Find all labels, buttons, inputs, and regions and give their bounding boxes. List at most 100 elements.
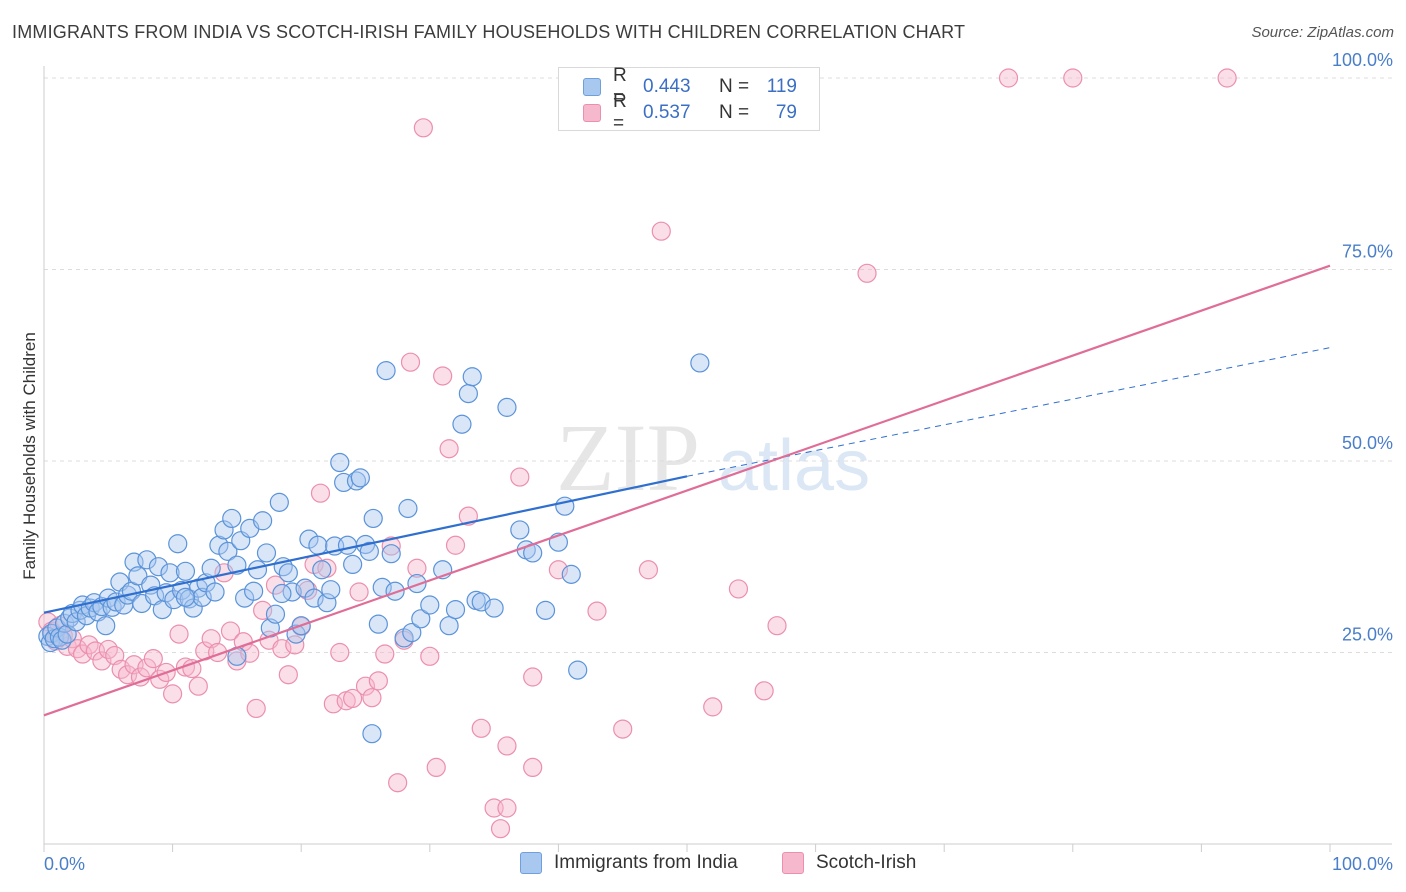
- data-point: [439, 439, 459, 459]
- legend-r-value: 0.537: [643, 102, 691, 123]
- data-point: [168, 534, 188, 554]
- data-point: [304, 588, 324, 608]
- data-point: [857, 263, 877, 283]
- data-point: [535, 600, 556, 620]
- data-point: [510, 467, 530, 487]
- series-legend-india: Immigrants from India: [520, 852, 738, 874]
- data-point: [192, 587, 212, 607]
- data-point: [728, 579, 749, 599]
- data-point: [523, 667, 543, 687]
- watermark-atlas: atlas: [718, 426, 870, 506]
- data-point: [66, 612, 86, 632]
- legend-r-value: 0.443: [643, 76, 691, 97]
- watermark-zip: ZIP: [556, 404, 700, 511]
- series-label-india: Immigrants from India: [554, 852, 738, 873]
- data-point: [272, 583, 292, 604]
- data-point: [400, 352, 421, 372]
- data-point: [282, 582, 302, 602]
- data-point: [484, 598, 504, 618]
- legend-r-label: R =: [613, 91, 627, 134]
- data-point: [445, 535, 466, 555]
- data-point: [1217, 68, 1237, 88]
- data-point: [343, 554, 363, 575]
- data-point: [363, 508, 383, 529]
- series-swatch-india: [520, 852, 542, 874]
- scotch-irish-points: [38, 68, 1237, 839]
- data-point: [426, 757, 446, 778]
- data-point: [767, 616, 787, 636]
- data-point: [497, 397, 517, 417]
- data-point: [148, 557, 169, 577]
- data-point: [355, 676, 376, 696]
- data-point: [458, 383, 478, 404]
- data-point: [160, 563, 180, 583]
- data-point: [411, 609, 431, 629]
- data-point: [703, 697, 723, 717]
- data-point: [362, 688, 382, 708]
- data-point: [651, 221, 671, 241]
- data-point: [256, 543, 277, 563]
- data-point: [402, 622, 422, 643]
- data-point: [690, 353, 710, 373]
- watermark: ZIP atlas: [556, 404, 870, 511]
- data-point: [218, 541, 238, 561]
- data-point: [568, 660, 588, 680]
- data-point: [368, 614, 388, 634]
- data-point: [613, 719, 633, 739]
- data-point: [497, 798, 517, 818]
- series-legend-scotch-irish: Scotch-Irish: [782, 852, 916, 874]
- data-point: [398, 498, 418, 519]
- data-point: [227, 555, 247, 575]
- data-point: [462, 367, 482, 387]
- data-point: [439, 616, 459, 636]
- data-point: [343, 688, 363, 709]
- y-tick-label: 100.0%: [1332, 50, 1393, 70]
- data-point: [1063, 68, 1083, 88]
- data-point: [388, 773, 408, 793]
- data-point: [278, 563, 298, 583]
- legend-swatch-india: [583, 78, 601, 96]
- source-label: Source: ZipAtlas.com: [1251, 24, 1394, 41]
- legend-r-label: R =: [613, 65, 627, 108]
- data-point: [413, 118, 433, 138]
- data-point: [269, 492, 289, 512]
- data-point: [137, 550, 157, 570]
- y-tick-label: 25.0%: [1342, 625, 1393, 645]
- data-point: [312, 560, 332, 580]
- data-point: [407, 558, 427, 578]
- y-tick-label: 50.0%: [1342, 433, 1393, 453]
- data-point: [445, 600, 466, 620]
- chart-title: IMMIGRANTS FROM INDIA VS SCOTCH-IRISH FA…: [12, 22, 966, 42]
- data-point: [433, 366, 453, 386]
- data-point: [175, 561, 196, 581]
- data-point: [349, 582, 369, 602]
- data-point: [278, 665, 298, 685]
- data-point: [376, 361, 396, 381]
- data-point: [92, 651, 112, 671]
- data-point: [188, 676, 208, 696]
- data-point: [308, 535, 328, 555]
- data-point: [362, 724, 382, 744]
- stats-legend: R = 0.443 N = 119 R = 0.537 N = 79: [558, 65, 820, 134]
- data-point: [587, 601, 607, 621]
- data-point: [337, 535, 358, 555]
- data-point: [381, 536, 401, 556]
- x-tick-label: 100.0%: [1332, 854, 1393, 874]
- data-point: [471, 718, 491, 738]
- data-point: [359, 541, 379, 561]
- data-point: [265, 604, 286, 624]
- data-point: [244, 581, 264, 601]
- tick-labels: 25.0% 50.0% 75.0% 100.0% 0.0% 100.0%: [44, 50, 1393, 874]
- data-point: [497, 736, 517, 756]
- data-point: [111, 659, 131, 679]
- data-point: [510, 520, 530, 540]
- trend-line-scotch-irish: [43, 264, 1331, 717]
- data-point: [330, 642, 350, 663]
- data-point: [561, 564, 581, 584]
- data-point: [52, 630, 72, 650]
- data-point: [169, 624, 189, 644]
- data-point: [214, 520, 234, 540]
- data-point: [452, 414, 472, 434]
- data-point: [998, 68, 1019, 88]
